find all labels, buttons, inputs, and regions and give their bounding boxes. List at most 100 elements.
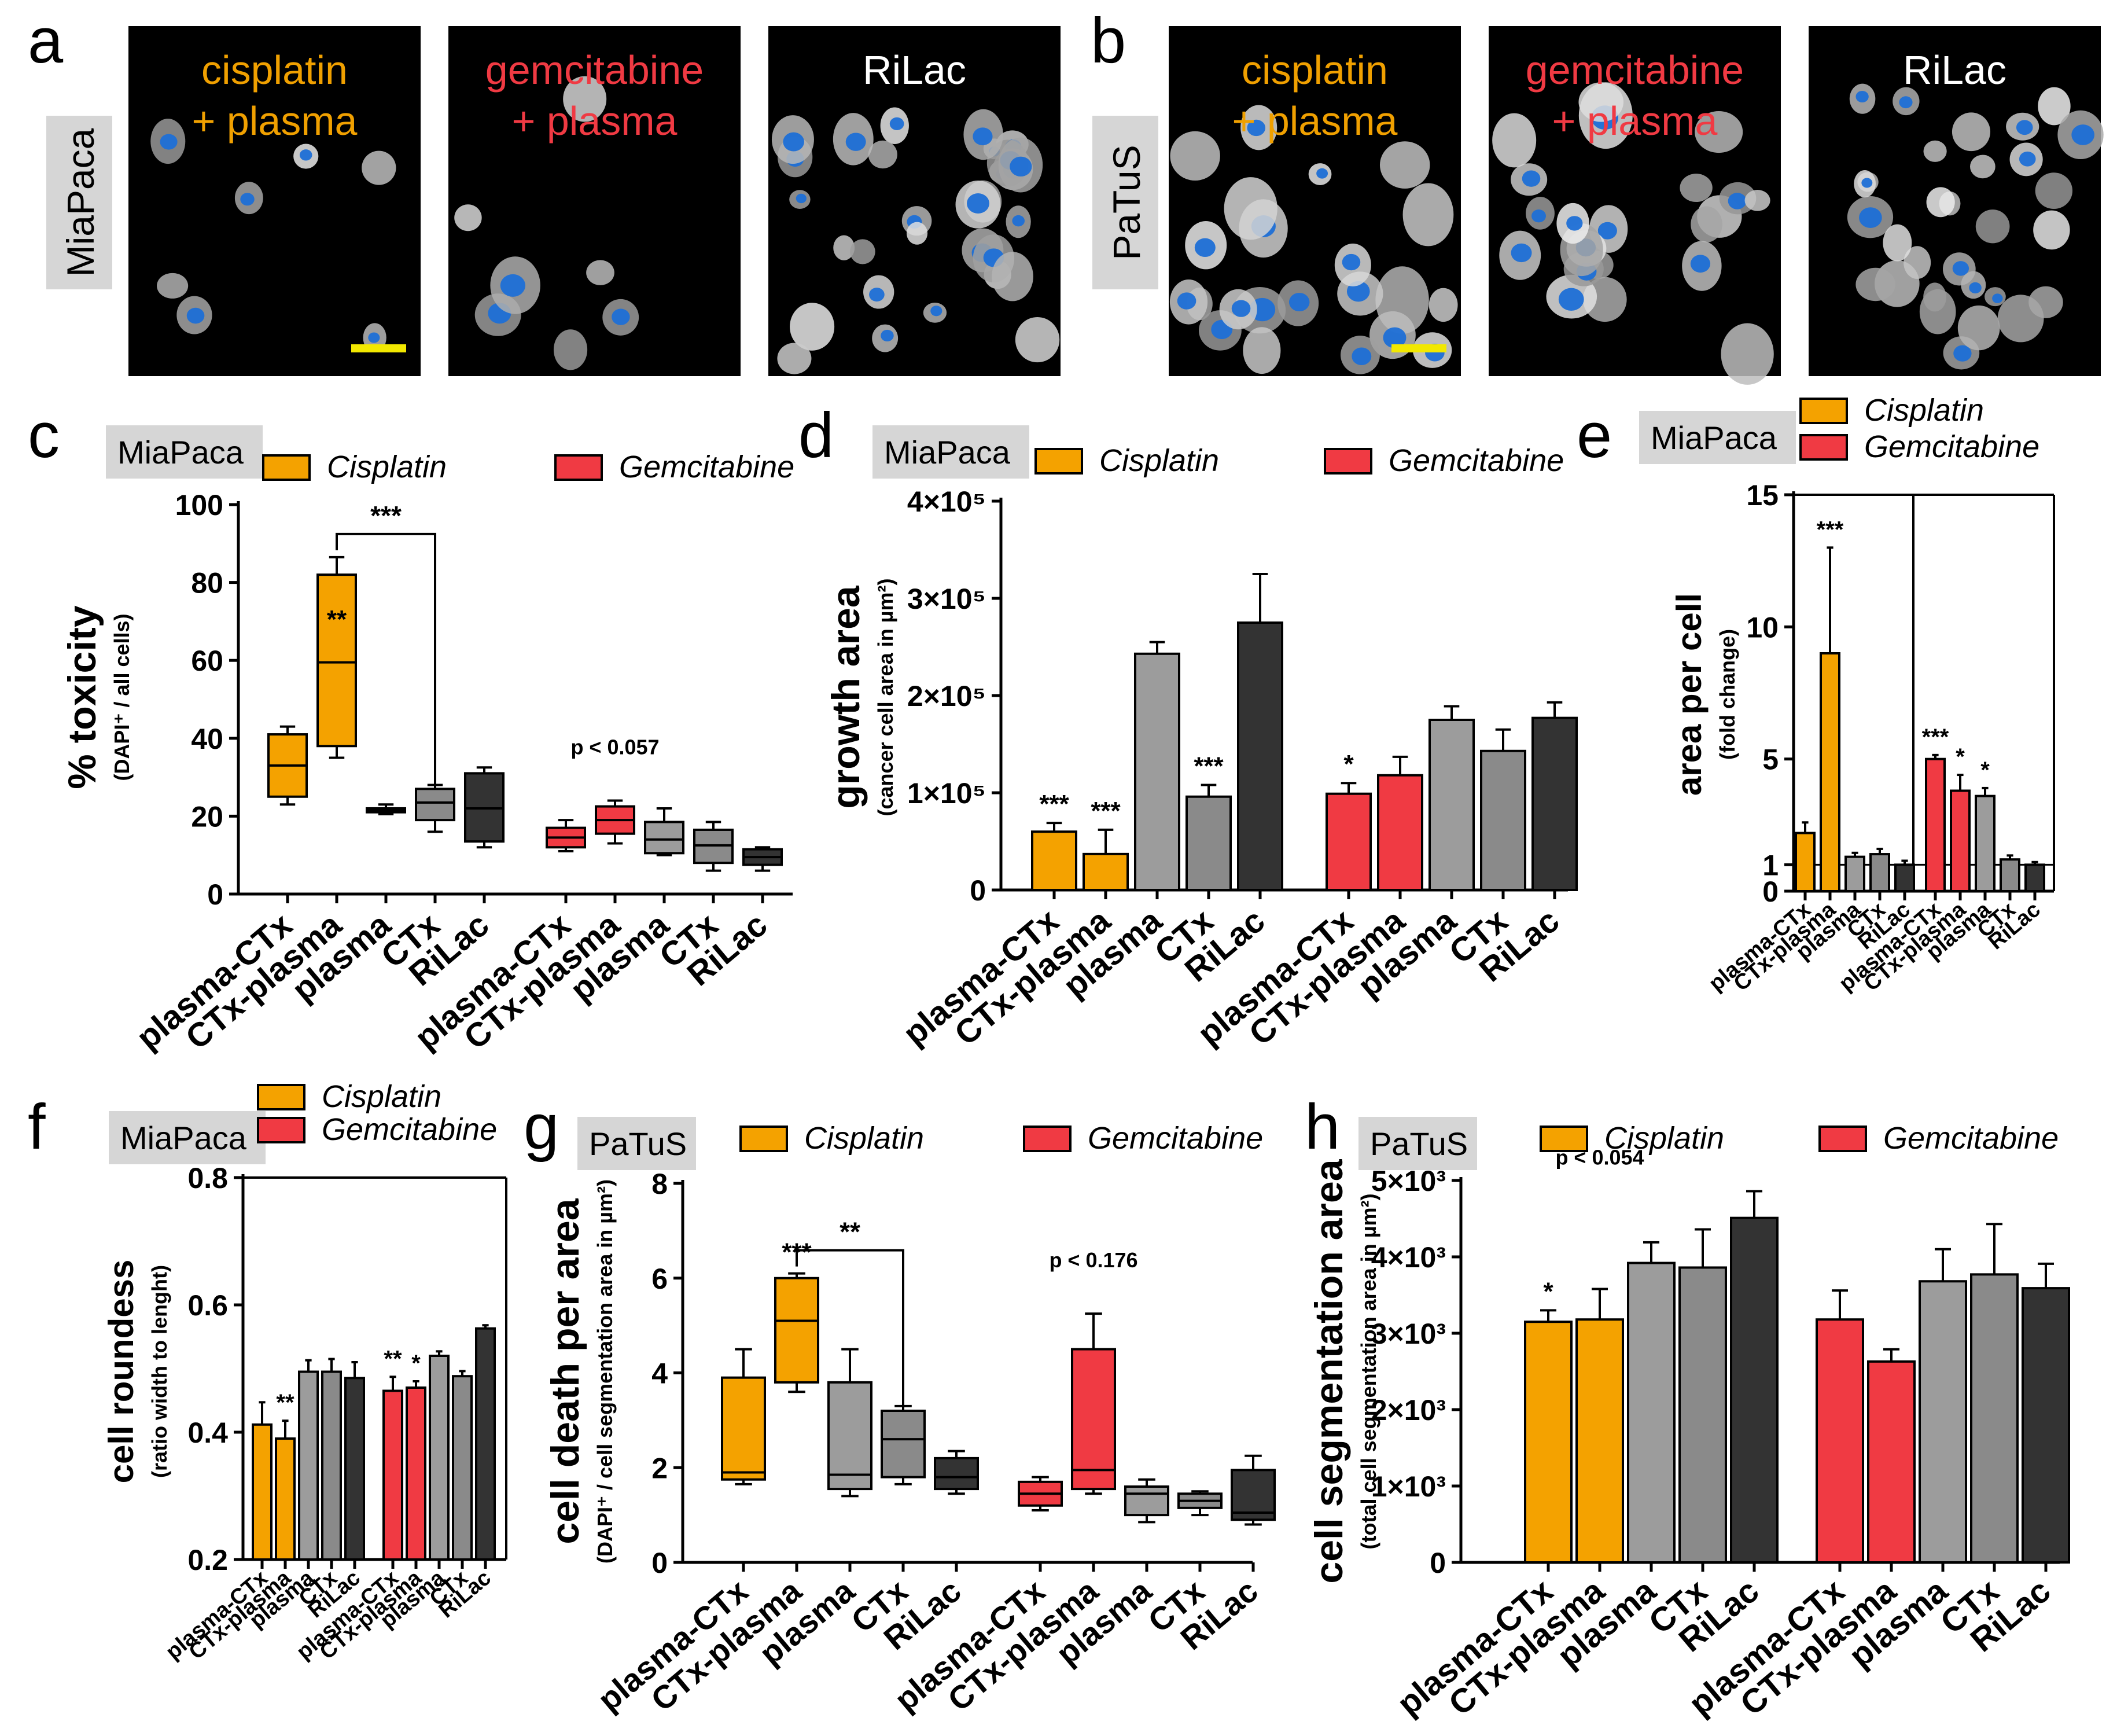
- box-gemcitabine-CTx-plasma: [595, 799, 635, 845]
- bar-gemcitabine-RiLac: [2022, 1262, 2070, 1564]
- bar: [275, 1437, 296, 1561]
- box-gemcitabine-RiLac: [742, 846, 783, 872]
- y-axis-sublabel: (total cell segmentation area in µm²): [1357, 1194, 1380, 1550]
- box-cisplatin-CTx: [881, 1404, 926, 1485]
- legend-label: Cisplatin: [1604, 1121, 1724, 1156]
- bar: [1678, 1266, 1727, 1564]
- legend-label: Cisplatin: [1864, 393, 1984, 428]
- dapi-nucleus: [612, 308, 630, 325]
- y-axis-label: growth area: [824, 585, 868, 809]
- cell-line-tag: MiaPaca: [117, 434, 244, 470]
- cell-blob: [906, 222, 928, 245]
- bar-cisplatin-RiLac: [1894, 859, 1915, 893]
- cell-line-tag: MiaPaca: [1651, 420, 1777, 456]
- significance-stars: ***: [1039, 790, 1069, 818]
- y-axis-label: cell death per area: [543, 1198, 587, 1544]
- bar: [1031, 830, 1077, 891]
- legend-g-cisplatin: Cisplatin: [739, 1121, 924, 1156]
- dapi-nucleus: [1855, 90, 1869, 103]
- bar-cisplatin-RiLac: [1237, 573, 1283, 891]
- bar-cisplatin-CTx-plasma: ***: [1817, 517, 1844, 892]
- significance-bracket: [796, 1249, 904, 1408]
- scale-bar: [351, 344, 406, 352]
- bar-cisplatin-CTx: [1869, 847, 1890, 892]
- bar: [2000, 858, 2020, 892]
- dapi-nucleus: [368, 332, 380, 343]
- significance-stars: **: [384, 1346, 402, 1371]
- cell-line-label-box: [1092, 116, 1158, 289]
- box-iqr: [644, 821, 684, 855]
- cell-line-label: PaTuS: [1105, 145, 1148, 260]
- bar: [1950, 789, 1971, 893]
- bar: [1480, 749, 1526, 892]
- bar-gemcitabine-plasma: [1919, 1248, 1967, 1564]
- cell-blob: [1680, 174, 1713, 203]
- cell-blob: [1578, 82, 1624, 122]
- significance-stars: *: [411, 1351, 421, 1376]
- cell-blob: [2033, 210, 2070, 250]
- panel-letter-d: d: [798, 400, 834, 471]
- significance-stars: **: [327, 605, 347, 634]
- dapi-nucleus: [881, 329, 894, 342]
- y-tick-label: 4×10³: [1371, 1241, 1446, 1274]
- panel-letter-e: e: [1577, 400, 1612, 471]
- dapi-nucleus: [1010, 156, 1032, 177]
- box-iqr: [316, 573, 357, 748]
- cell-blob: [586, 260, 614, 285]
- bar: [452, 1375, 473, 1561]
- bar-cisplatin-CTx: ***: [1185, 752, 1232, 891]
- box-gemcitabine-CTx: [693, 821, 734, 872]
- legend-label: Gemcitabine: [1864, 429, 2039, 464]
- micrograph-b-1: cisplatin + plasma: [1169, 26, 1461, 376]
- bar: [429, 1355, 450, 1561]
- annotation-c-0: ***: [336, 501, 436, 787]
- cell-blob: [1015, 317, 1060, 363]
- bar-cisplatin-RiLac: [344, 1361, 365, 1561]
- dapi-nucleus: [1531, 209, 1546, 223]
- bar-gemcitabine-plasma: [429, 1350, 450, 1561]
- bar: [1925, 757, 1946, 892]
- y-tick-label: 3×10³: [1371, 1318, 1446, 1350]
- significance-stars: *: [1980, 757, 1990, 783]
- micrograph-caption: cisplatin: [1242, 47, 1388, 93]
- y-axis-sublabel: (ratio width to lenght): [148, 1265, 171, 1478]
- cell-blob: [1855, 267, 1895, 301]
- cell-blob: [563, 76, 607, 122]
- y-tick-label: 4×10⁵: [907, 486, 986, 518]
- cell-blob: [1379, 141, 1430, 189]
- y-tick-label: 6: [651, 1263, 668, 1295]
- annotation-g-2: p < 0.176: [1049, 1248, 1137, 1272]
- micrograph-a-2: gemcitabine + plasma: [448, 26, 741, 376]
- panel-letter-f: f: [28, 1091, 46, 1163]
- cell-line-tag-d: MiaPaca: [872, 425, 1029, 479]
- dapi-nucleus: [973, 127, 993, 146]
- box-iqr: [827, 1381, 872, 1491]
- y-tick-label: 0.8: [187, 1162, 228, 1194]
- dapi-nucleus: [930, 306, 942, 317]
- dapi-nucleus: [1952, 261, 1969, 276]
- y-tick-label: 0.2: [187, 1544, 228, 1576]
- box-iqr: [1231, 1469, 1276, 1521]
- cell-line-tag-c: MiaPaca: [106, 425, 263, 479]
- bar-cisplatin-plasma: [1134, 641, 1180, 891]
- cell-blob: [1952, 112, 1991, 152]
- legend-label: Gemcitabine: [1883, 1121, 2059, 1156]
- legend-swatch: [739, 1126, 788, 1152]
- bar: [1428, 719, 1475, 891]
- bar-cisplatin-plasma: [298, 1359, 319, 1561]
- legend-h-gemcitabine: Gemcitabine: [1818, 1121, 2059, 1156]
- legend-d-gemcitabine: Gemcitabine: [1324, 443, 1564, 478]
- cell-blob: [2028, 286, 2063, 318]
- bar: [1970, 1273, 2019, 1564]
- y-tick-label: 1: [1762, 849, 1779, 881]
- cell-blob: [454, 204, 482, 231]
- significance-stars: ***: [1091, 797, 1121, 825]
- dapi-nucleus: [1899, 96, 1913, 109]
- bar: [321, 1370, 342, 1561]
- cell-blob: [553, 329, 588, 370]
- legend-swatch: [1023, 1126, 1072, 1152]
- micrograph-a-3: RiLac: [768, 26, 1061, 376]
- bar: [2024, 863, 2045, 893]
- annotation-g-0: **: [796, 1217, 904, 1408]
- y-axis-sublabel: (DAPI⁺ / all cells): [110, 613, 134, 781]
